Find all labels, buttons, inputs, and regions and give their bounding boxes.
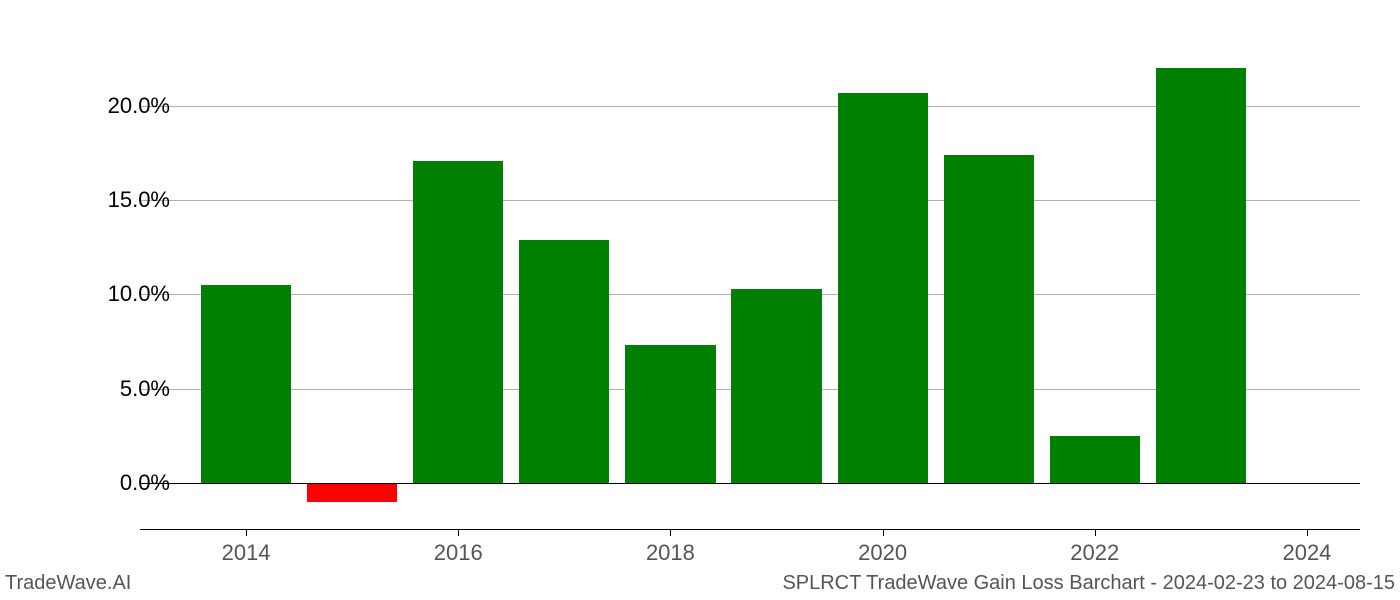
bar <box>1050 436 1140 483</box>
bar <box>838 93 928 483</box>
chart-area <box>140 40 1360 530</box>
ytick-label: 0.0% <box>80 470 170 496</box>
bar <box>201 285 291 483</box>
footer-right-label: SPLRCT TradeWave Gain Loss Barchart - 20… <box>782 572 1395 595</box>
zero-line <box>140 483 1360 485</box>
ytick-label: 20.0% <box>80 93 170 119</box>
ytick-label: 10.0% <box>80 281 170 307</box>
bar <box>307 483 397 502</box>
bar <box>413 161 503 483</box>
xtick-label: 2018 <box>646 540 695 566</box>
xtick-mark <box>670 530 671 536</box>
bar <box>944 155 1034 483</box>
xtick-mark <box>883 530 884 536</box>
xtick-mark <box>246 530 247 536</box>
ytick-label: 5.0% <box>80 376 170 402</box>
xtick-mark <box>1307 530 1308 536</box>
bar <box>625 345 715 483</box>
bar <box>519 240 609 483</box>
plot-region <box>140 40 1360 530</box>
xtick-label: 2022 <box>1070 540 1119 566</box>
ytick-label: 15.0% <box>80 187 170 213</box>
xtick-mark <box>458 530 459 536</box>
xtick-label: 2016 <box>434 540 483 566</box>
xtick-mark <box>1095 530 1096 536</box>
xtick-label: 2024 <box>1282 540 1331 566</box>
bar <box>731 289 821 483</box>
xtick-label: 2014 <box>222 540 271 566</box>
footer-left-label: TradeWave.AI <box>5 572 131 595</box>
xtick-label: 2020 <box>858 540 907 566</box>
bar <box>1156 68 1246 483</box>
